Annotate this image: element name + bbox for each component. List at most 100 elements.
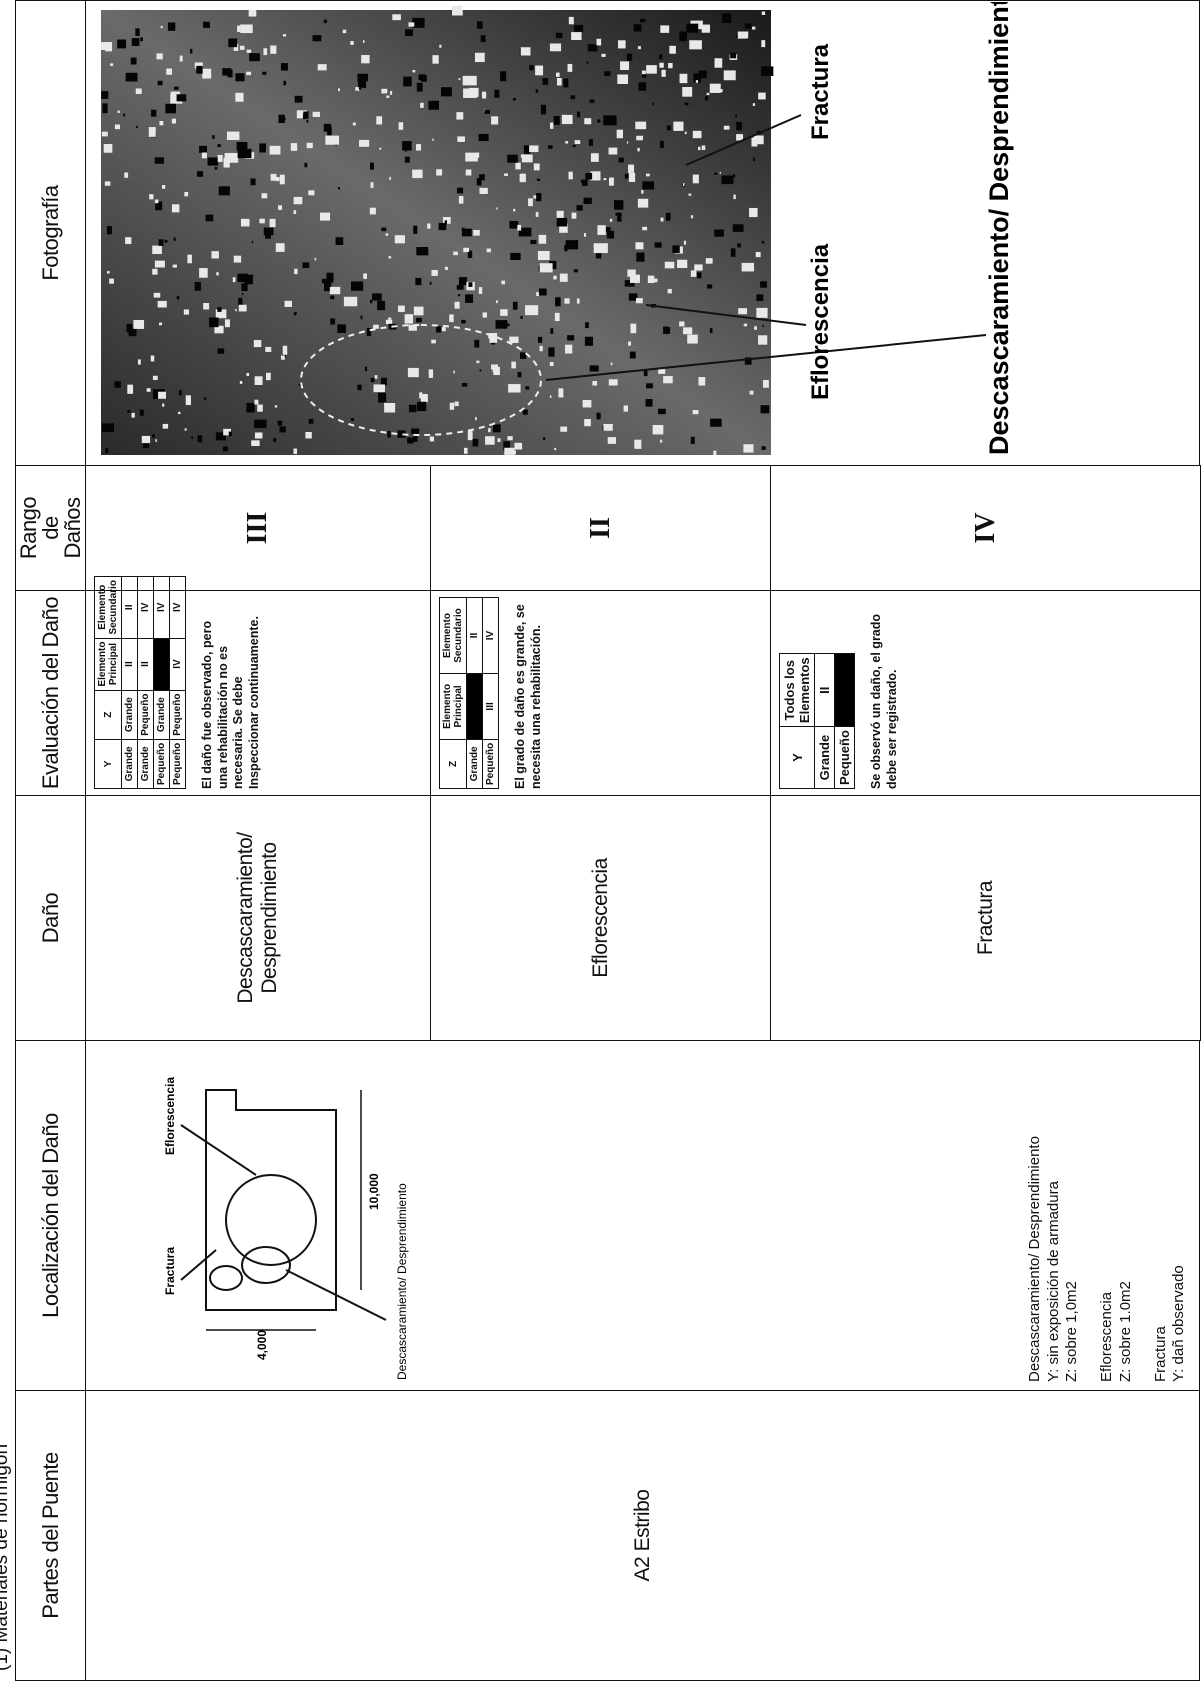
photo-speck [509,336,519,343]
photo-speck [222,446,228,452]
photo-speck [549,43,562,52]
photo-speck [495,320,508,329]
photo-speck [235,92,244,102]
photo-speck [554,447,557,451]
photo-speck [479,174,485,181]
photo-speck [486,248,491,253]
photo-speck [692,130,702,139]
photo-speck [673,121,684,131]
photo-speck [542,77,549,85]
photo-speck [324,282,332,292]
spalling-area [241,1246,291,1284]
photo-speck [755,251,761,258]
photo-speck [672,245,680,253]
evaluation-value: II [137,638,154,691]
photo-speck [413,225,418,234]
photo-speck [465,294,474,303]
evaluation-header: Todos los Elementos [779,653,815,727]
photo-speck [679,73,688,84]
evaluation-header-row: Y Todos los Elementos [779,653,815,789]
photo-speck [618,40,626,49]
photo-speck [278,205,283,210]
photo-speck [203,21,210,28]
arrow [180,1249,217,1281]
photo-speck [155,439,157,442]
evaluation-text: El grado de daño es grande, se necesita … [513,604,543,789]
photo-speck [528,198,533,207]
photo-speck [412,169,423,179]
photo-speck [664,261,675,269]
evaluation-row: Pequeño Grande IV [153,576,170,789]
header-cell: Localización del Daño [15,1040,86,1391]
photo-speck [603,115,617,126]
photo-speck [738,308,748,315]
photo-label: Fractura [807,43,834,140]
photo-speck [105,447,109,454]
evaluation-header: Z [94,690,122,740]
photo-speck [584,336,594,346]
evaluation-table: Z Elemento Principal Elemento Secundario Gr… [439,597,499,789]
photo-speck [467,250,473,258]
evaluation-value: Grande [466,739,483,789]
photo-speck [743,444,754,453]
location-diagram: Fractura Eflorescencia Descascaramiento/… [163,1077,409,1380]
photo-speck [628,293,638,301]
photo-speck [358,86,362,90]
photo-speck [682,183,685,186]
photo-speck [536,193,542,202]
photo-speck [152,375,158,380]
photo-speck [530,239,537,245]
damage-text: Descascaramiento/ Desprendimiento [234,832,281,1004]
photo-speck [732,174,736,178]
photo-speck [637,198,649,208]
photo-speck [512,301,518,310]
photo-speck [397,430,406,438]
photo-speck [513,98,516,101]
photo-speck [641,190,644,194]
photo-speck [688,193,692,196]
photo-speck [762,324,764,328]
photo-speck [493,366,500,376]
photo-speck [480,35,486,43]
fracture-area [209,1265,243,1291]
photo-speck [501,280,506,285]
photo-speck [548,347,555,357]
photo-speck [520,316,523,319]
photo-speck [185,395,191,406]
photo-speck [135,88,142,95]
photo-speck [484,109,491,114]
photo-speck [244,274,254,285]
photo-speck [761,446,766,450]
photo-speck [294,95,303,103]
photo-speck [520,154,526,158]
photo-speck [428,100,439,110]
photo-speck [441,327,446,332]
photo-speck [642,181,655,190]
photo-speck [440,87,452,97]
photo-speck [539,263,553,273]
photo-speck [564,344,573,354]
photo-speck [617,74,629,85]
photo-speck [385,233,389,236]
range-value: II [584,517,616,539]
photo-speck [152,245,162,255]
note: Z: sobre 1.0m2 [1116,1281,1134,1382]
photo-speck [178,411,181,415]
photo-speck [634,439,642,449]
photo-speck [284,300,293,307]
photo-speck [254,376,263,385]
evaluation-value: Grande [121,739,138,789]
photo-speck [637,46,641,50]
photo-speck [646,383,653,389]
photo-speck [369,299,373,304]
photo-speck [461,319,466,324]
photo-speck [547,145,553,149]
photo-speck [458,196,464,204]
photo-speck [491,116,499,125]
photo-speck [117,39,127,49]
photo-speck [235,308,237,312]
photo-speck [250,178,256,186]
photo-speck [713,450,717,455]
photo-speck [510,252,521,260]
photo-speck [475,416,477,421]
